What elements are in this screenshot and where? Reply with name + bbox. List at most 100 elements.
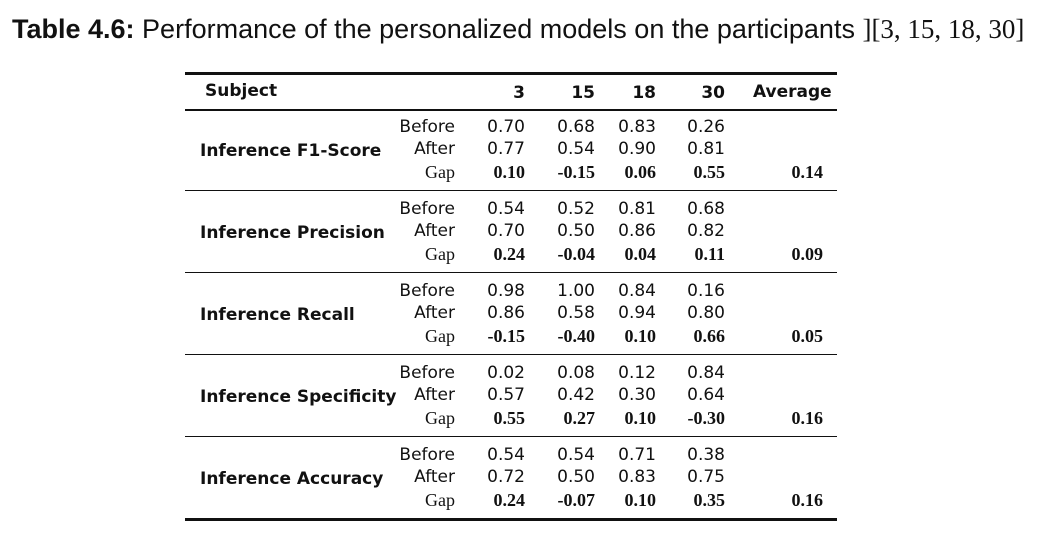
metric-label: Inference Specificity	[200, 387, 397, 407]
value-cell: 0.77	[487, 139, 525, 159]
value-cell: 0.24	[493, 244, 526, 264]
value-cell: 0.42	[557, 385, 595, 405]
average-cell: 0.05	[791, 326, 824, 346]
value-cell: 0.10	[493, 162, 526, 182]
value-cell: 0.64	[687, 385, 725, 405]
value-cell: 0.24	[493, 490, 526, 510]
value-cell: 0.68	[687, 199, 725, 219]
value-cell: 0.06	[624, 162, 657, 182]
metric-group: Inference F1-Score Before 0.70 0.68 0.83 0.26…	[185, 117, 837, 199]
row-label: After	[414, 303, 455, 323]
value-cell: 0.68	[557, 117, 595, 137]
row-label: Gap	[425, 326, 455, 346]
group-rule	[185, 436, 837, 437]
value-cell: 0.30	[618, 385, 656, 405]
value-cell: 0.38	[687, 445, 725, 465]
row-label: Before	[399, 445, 455, 465]
value-cell: 0.70	[487, 117, 525, 137]
row-label: Before	[399, 363, 455, 383]
value-cell: 0.86	[618, 221, 656, 241]
value-cell: 0.35	[693, 490, 726, 510]
value-cell: 0.71	[618, 445, 656, 465]
header-col-15: 15	[571, 83, 595, 103]
value-cell: 0.54	[487, 199, 525, 219]
value-cell: 0.54	[557, 139, 595, 159]
value-cell: 0.98	[487, 281, 525, 301]
value-cell: 0.55	[693, 162, 726, 182]
value-cell: 0.50	[557, 221, 595, 241]
metric-group: Inference Accuracy Before 0.54 0.54 0.71 0.38…	[185, 445, 837, 527]
value-cell: 1.00	[557, 281, 595, 301]
value-cell: 0.02	[487, 363, 525, 383]
row-label: Before	[399, 199, 455, 219]
performance-table: Subject 3 15 18 30 Average Inference F1-…	[185, 72, 837, 521]
group-rule	[185, 190, 837, 191]
metric-label: Inference Precision	[200, 223, 385, 243]
header-col-3: 3	[513, 83, 525, 103]
header-col-30: 30	[701, 83, 725, 103]
metric-group: Inference Precision Before 0.54 0.52 0.81 0.6…	[185, 199, 837, 281]
value-cell: 0.82	[687, 221, 725, 241]
row-label: Before	[399, 117, 455, 137]
value-cell: 0.83	[618, 467, 656, 487]
row-label: After	[414, 221, 455, 241]
value-cell: -0.07	[557, 490, 596, 510]
value-cell: 0.08	[557, 363, 595, 383]
value-cell: 0.12	[618, 363, 656, 383]
value-cell: 0.72	[487, 467, 525, 487]
value-cell: 0.54	[487, 445, 525, 465]
value-cell: 0.80	[687, 303, 725, 323]
value-cell: 0.90	[618, 139, 656, 159]
table-bottom-rule	[185, 518, 837, 521]
row-label: After	[414, 385, 455, 405]
row-label: After	[414, 139, 455, 159]
header-rule	[185, 109, 837, 111]
row-label: Gap	[425, 162, 455, 182]
value-cell: 0.54	[557, 445, 595, 465]
value-cell: 0.16	[687, 281, 725, 301]
row-label: Before	[399, 281, 455, 301]
value-cell: -0.40	[557, 326, 596, 346]
value-cell: -0.04	[557, 244, 596, 264]
group-rule	[185, 272, 837, 273]
value-cell: 0.84	[687, 363, 725, 383]
value-cell: 0.83	[618, 117, 656, 137]
value-cell: 0.66	[693, 326, 726, 346]
value-cell: 0.10	[624, 490, 657, 510]
value-cell: 0.26	[687, 117, 725, 137]
metric-label: Inference Recall	[200, 305, 355, 325]
row-label: After	[414, 467, 455, 487]
table-caption-text: Performance of the personalized models o…	[134, 14, 863, 44]
value-cell: 0.04	[624, 244, 657, 264]
value-cell: 0.11	[694, 244, 725, 264]
header-subject: Subject	[205, 81, 278, 101]
value-cell: 0.81	[687, 139, 725, 159]
average-cell: 0.16	[791, 490, 824, 510]
row-label: Gap	[425, 408, 455, 428]
average-cell: 0.09	[791, 244, 824, 264]
table-caption-label: Table 4.6:	[12, 14, 135, 44]
value-cell: -0.15	[557, 162, 596, 182]
value-cell: 0.10	[624, 326, 657, 346]
header-col-18: 18	[632, 83, 656, 103]
header-average: Average	[753, 82, 832, 102]
metric-group: Inference Specificity Before 0.02 0.08 0.12 0…	[185, 363, 837, 445]
value-cell: -0.15	[487, 326, 526, 346]
row-label: Gap	[425, 244, 455, 264]
value-cell: 0.58	[557, 303, 595, 323]
value-cell: 0.70	[487, 221, 525, 241]
table-caption-refs: ][3, 15, 18, 30]	[862, 14, 1025, 44]
table-top-rule	[185, 72, 837, 75]
table-caption: Table 4.6: Performance of the personaliz…	[12, 12, 1024, 46]
value-cell: 0.10	[624, 408, 657, 428]
value-cell: -0.30	[687, 408, 726, 428]
group-rule	[185, 354, 837, 355]
value-cell: 0.57	[487, 385, 525, 405]
row-label: Gap	[425, 490, 455, 510]
metric-label: Inference Accuracy	[200, 469, 384, 489]
average-cell: 0.14	[791, 162, 824, 182]
value-cell: 0.27	[563, 408, 596, 428]
metric-group: Inference Recall Before 0.98 1.00 0.84 0.16 Af…	[185, 281, 837, 363]
value-cell: 0.50	[557, 467, 595, 487]
value-cell: 0.94	[618, 303, 656, 323]
